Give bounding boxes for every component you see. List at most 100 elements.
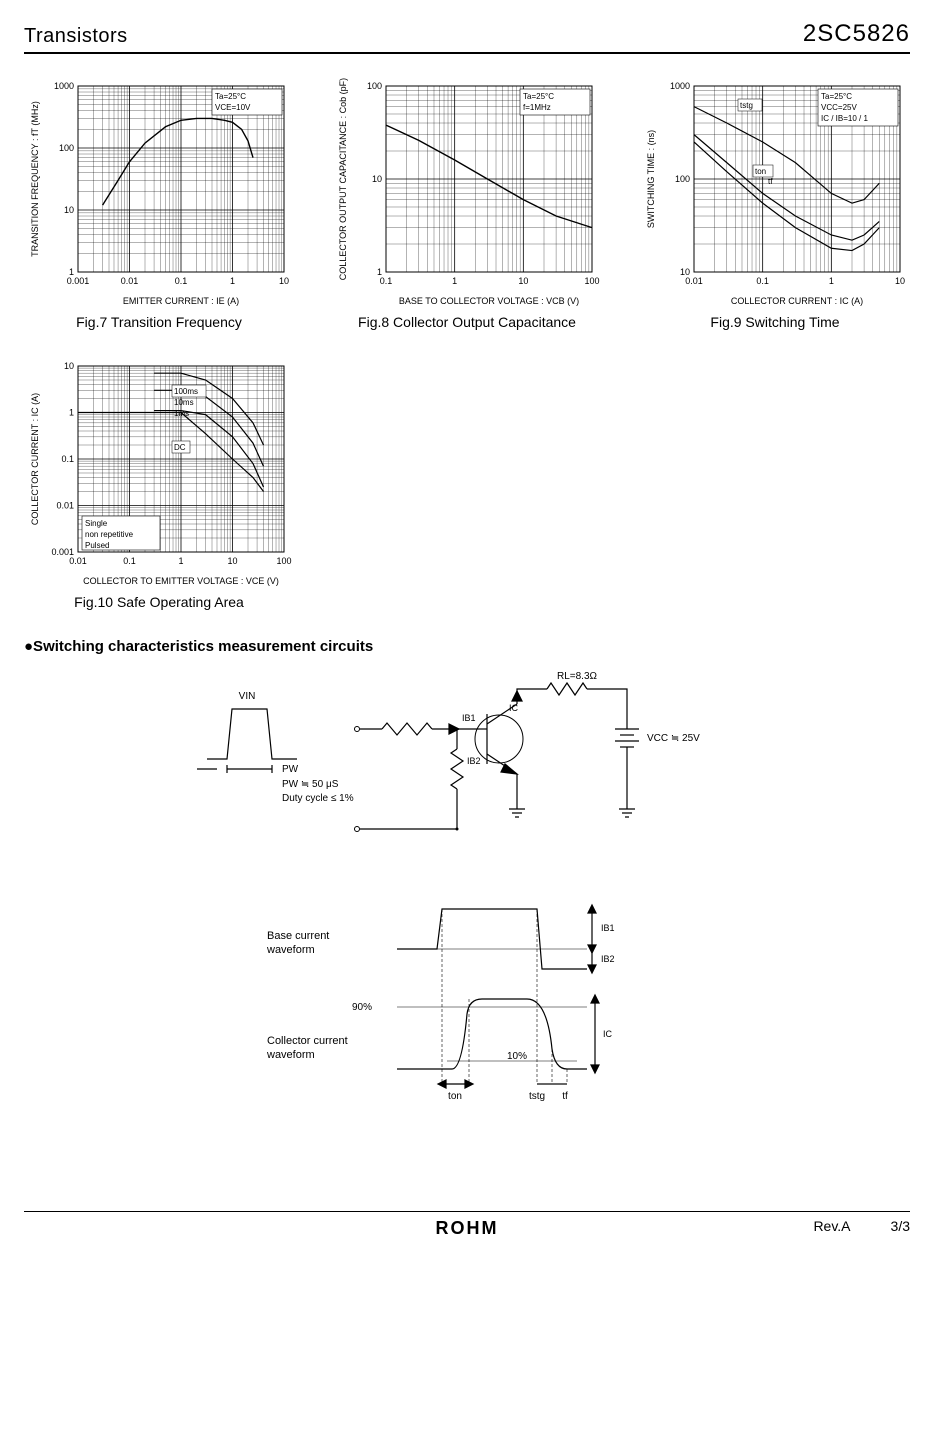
- footer-logo: ROHM: [436, 1218, 499, 1239]
- svg-text:1: 1: [69, 267, 74, 277]
- svg-text:1: 1: [377, 267, 382, 277]
- svg-text:100: 100: [584, 276, 599, 286]
- svg-text:VCC ≒ 25V: VCC ≒ 25V: [647, 733, 700, 744]
- header-left: Transistors: [24, 25, 128, 48]
- page-header: Transistors 2SC5826: [24, 20, 910, 54]
- svg-text:Pulsed: Pulsed: [85, 541, 109, 550]
- header-right: 2SC5826: [803, 20, 910, 48]
- charts-row-1: 0.0010.010.11101101001000EMITTER CURRENT…: [24, 78, 910, 330]
- svg-text:100: 100: [367, 81, 382, 91]
- svg-text:1: 1: [230, 276, 235, 286]
- svg-text:COLLECTOR OUTPUT CAPACITANCE :: COLLECTOR OUTPUT CAPACITANCE : Cob (pF): [338, 78, 348, 280]
- svg-text:Base current: Base current: [267, 930, 329, 942]
- chart-block-fig10: 0.010.11101000.0010.010.1110COLLECTOR TO…: [24, 358, 294, 610]
- svg-text:COLLECTOR CURRENT : IC (A): COLLECTOR CURRENT : IC (A): [30, 393, 40, 525]
- chart-fig8: 0.1110100110100BASE TO COLLECTOR VOLTAGE…: [332, 78, 602, 308]
- svg-text:0.01: 0.01: [56, 501, 74, 511]
- svg-text:f=1MHz: f=1MHz: [523, 103, 551, 112]
- svg-text:Ta=25°C: Ta=25°C: [215, 92, 246, 101]
- svg-text:0.001: 0.001: [67, 276, 90, 286]
- chart-fig10: 0.010.11101000.0010.010.1110COLLECTOR TO…: [24, 358, 294, 588]
- svg-text:IC: IC: [603, 1029, 613, 1039]
- svg-text:0.1: 0.1: [61, 454, 74, 464]
- svg-text:ton: ton: [755, 167, 766, 176]
- svg-text:COLLECTOR CURRENT : IC (A): COLLECTOR CURRENT : IC (A): [731, 296, 863, 306]
- svg-text:10: 10: [64, 361, 74, 371]
- svg-text:TRANSITION FREQUENCY : fT (MHz: TRANSITION FREQUENCY : fT (MHz): [30, 101, 40, 257]
- svg-text:0.1: 0.1: [380, 276, 393, 286]
- svg-text:VIN: VIN: [239, 691, 256, 702]
- svg-text:IC / IB=10 / 1: IC / IB=10 / 1: [821, 114, 868, 123]
- page-footer: ROHM Rev.A 3/3: [24, 1211, 910, 1239]
- caption-fig7: Fig.7 Transition Frequency: [76, 314, 242, 330]
- chart-block-fig8: 0.1110100110100BASE TO COLLECTOR VOLTAGE…: [332, 78, 602, 330]
- svg-text:IB2: IB2: [601, 954, 615, 964]
- footer-page: 3/3: [891, 1218, 910, 1234]
- diagram-area: VINPWPW ≒ 50 μSDuty cycle ≤ 1%IB1IB2ICRL…: [24, 669, 910, 1119]
- svg-text:0.1: 0.1: [175, 276, 188, 286]
- chart-block-fig9: 0.01 0.1 1 10 10 100 1000 COLLECTOR CURRENT : I…: [640, 78, 910, 330]
- svg-text:10: 10: [518, 276, 528, 286]
- svg-text:PW ≒ 50 μS: PW ≒ 50 μS: [282, 779, 339, 790]
- chart-fig9: 0.01 0.1 1 10 10 100 1000 COLLECTOR CURRENT : I…: [640, 78, 910, 308]
- svg-text:10: 10: [895, 276, 905, 286]
- svg-text:VCE=10V: VCE=10V: [215, 103, 251, 112]
- svg-text:waveform: waveform: [266, 1049, 315, 1061]
- svg-text:IB1: IB1: [601, 923, 615, 933]
- svg-text:SWITCHING TIME : (ns): SWITCHING TIME : (ns): [646, 130, 656, 228]
- svg-text:0.01: 0.01: [685, 276, 703, 286]
- svg-text:90%: 90%: [352, 1002, 372, 1013]
- svg-text:100: 100: [276, 556, 291, 566]
- svg-text:Collector current: Collector current: [267, 1035, 348, 1047]
- svg-text:Ta=25°C: Ta=25°C: [821, 92, 852, 101]
- svg-text:1: 1: [69, 408, 74, 418]
- svg-text:IB1: IB1: [462, 713, 476, 723]
- charts-row-2: 0.010.11101000.0010.010.1110COLLECTOR TO…: [24, 358, 910, 610]
- svg-text:0.1: 0.1: [123, 556, 136, 566]
- svg-text:Ta=25°C: Ta=25°C: [523, 92, 554, 101]
- svg-text:10ms: 10ms: [174, 398, 194, 407]
- svg-text:10: 10: [227, 556, 237, 566]
- svg-text:Duty cycle ≤ 1%: Duty cycle ≤ 1%: [282, 793, 354, 804]
- svg-text:10%: 10%: [507, 1051, 527, 1062]
- svg-text:IC: IC: [509, 703, 519, 713]
- svg-text:100ms: 100ms: [174, 387, 198, 396]
- svg-text:non repetitive: non repetitive: [85, 530, 134, 539]
- circuit-diagram: VINPWPW ≒ 50 μSDuty cycle ≤ 1%IB1IB2ICRL…: [187, 669, 747, 869]
- svg-text:0.01: 0.01: [69, 556, 87, 566]
- svg-text:1: 1: [829, 276, 834, 286]
- svg-text:1000: 1000: [670, 81, 690, 91]
- section-heading: ●Switching characteristics measurement c…: [24, 638, 910, 655]
- svg-text:10: 10: [372, 174, 382, 184]
- svg-text:tstg: tstg: [529, 1091, 545, 1102]
- svg-text:0.001: 0.001: [51, 547, 74, 557]
- caption-fig9: Fig.9 Switching Time: [710, 314, 839, 330]
- svg-text:tstg: tstg: [740, 101, 753, 110]
- svg-text:1ms: 1ms: [174, 409, 189, 418]
- chart-fig7: 0.0010.010.11101101001000EMITTER CURRENT…: [24, 78, 294, 308]
- svg-text:VCC=25V: VCC=25V: [821, 103, 857, 112]
- svg-text:0.1: 0.1: [756, 276, 769, 286]
- svg-text:100: 100: [675, 174, 690, 184]
- svg-text:1: 1: [178, 556, 183, 566]
- svg-text:DC: DC: [174, 443, 186, 452]
- svg-text:1: 1: [452, 276, 457, 286]
- svg-text:IB2: IB2: [467, 756, 481, 766]
- svg-text:EMITTER CURRENT : IE (A): EMITTER CURRENT : IE (A): [123, 296, 239, 306]
- svg-text:10: 10: [680, 267, 690, 277]
- svg-text:RL=8.3Ω: RL=8.3Ω: [557, 671, 598, 682]
- svg-text:10: 10: [64, 205, 74, 215]
- svg-text:tf: tf: [562, 1091, 568, 1102]
- svg-text:10: 10: [279, 276, 289, 286]
- chart-block-fig7: 0.0010.010.11101101001000EMITTER CURRENT…: [24, 78, 294, 330]
- svg-text:tf: tf: [768, 177, 773, 186]
- svg-text:100: 100: [59, 143, 74, 153]
- svg-text:1000: 1000: [54, 81, 74, 91]
- svg-text:ton: ton: [448, 1091, 462, 1102]
- waveform-diagram: IB1 IB2 Base current waveform 90% 10% Collecto…: [217, 889, 717, 1119]
- svg-text:waveform: waveform: [266, 944, 315, 956]
- svg-text:Single: Single: [85, 519, 108, 528]
- svg-text:COLLECTOR TO EMITTER VOLTAG: COLLECTOR TO EMITTER VOLTAGE : VCE (V): [83, 576, 279, 586]
- caption-fig8: Fig.8 Collector Output Capacitance: [358, 314, 576, 330]
- footer-rev: Rev.A: [813, 1218, 850, 1234]
